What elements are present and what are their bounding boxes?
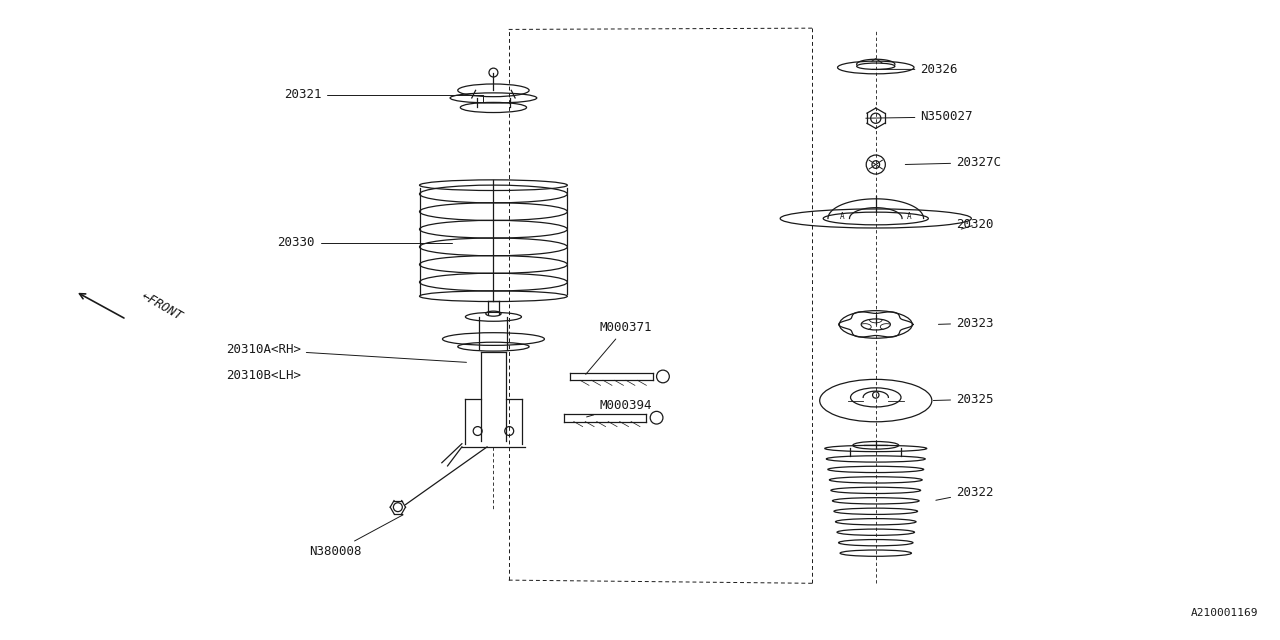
Text: 20325: 20325: [933, 393, 993, 406]
Text: A: A: [840, 212, 845, 221]
Text: A: A: [908, 212, 911, 221]
Text: A210001169: A210001169: [1190, 608, 1258, 618]
Text: 20322: 20322: [936, 486, 993, 500]
Text: 20310B<LH>: 20310B<LH>: [225, 369, 301, 381]
Text: N380008: N380008: [308, 515, 403, 558]
Text: 20327C: 20327C: [905, 156, 1001, 169]
Text: N350027: N350027: [865, 111, 973, 124]
Text: M000371: M000371: [586, 321, 652, 374]
Text: M000394: M000394: [586, 399, 652, 417]
Text: 20330: 20330: [278, 236, 452, 249]
Text: 20323: 20323: [938, 317, 993, 330]
Text: 20320: 20320: [956, 218, 993, 231]
Text: ←FRONT: ←FRONT: [140, 289, 184, 323]
Text: 20310A<RH>: 20310A<RH>: [225, 343, 466, 362]
Text: 20326: 20326: [872, 63, 957, 76]
Text: 20321: 20321: [284, 88, 484, 102]
